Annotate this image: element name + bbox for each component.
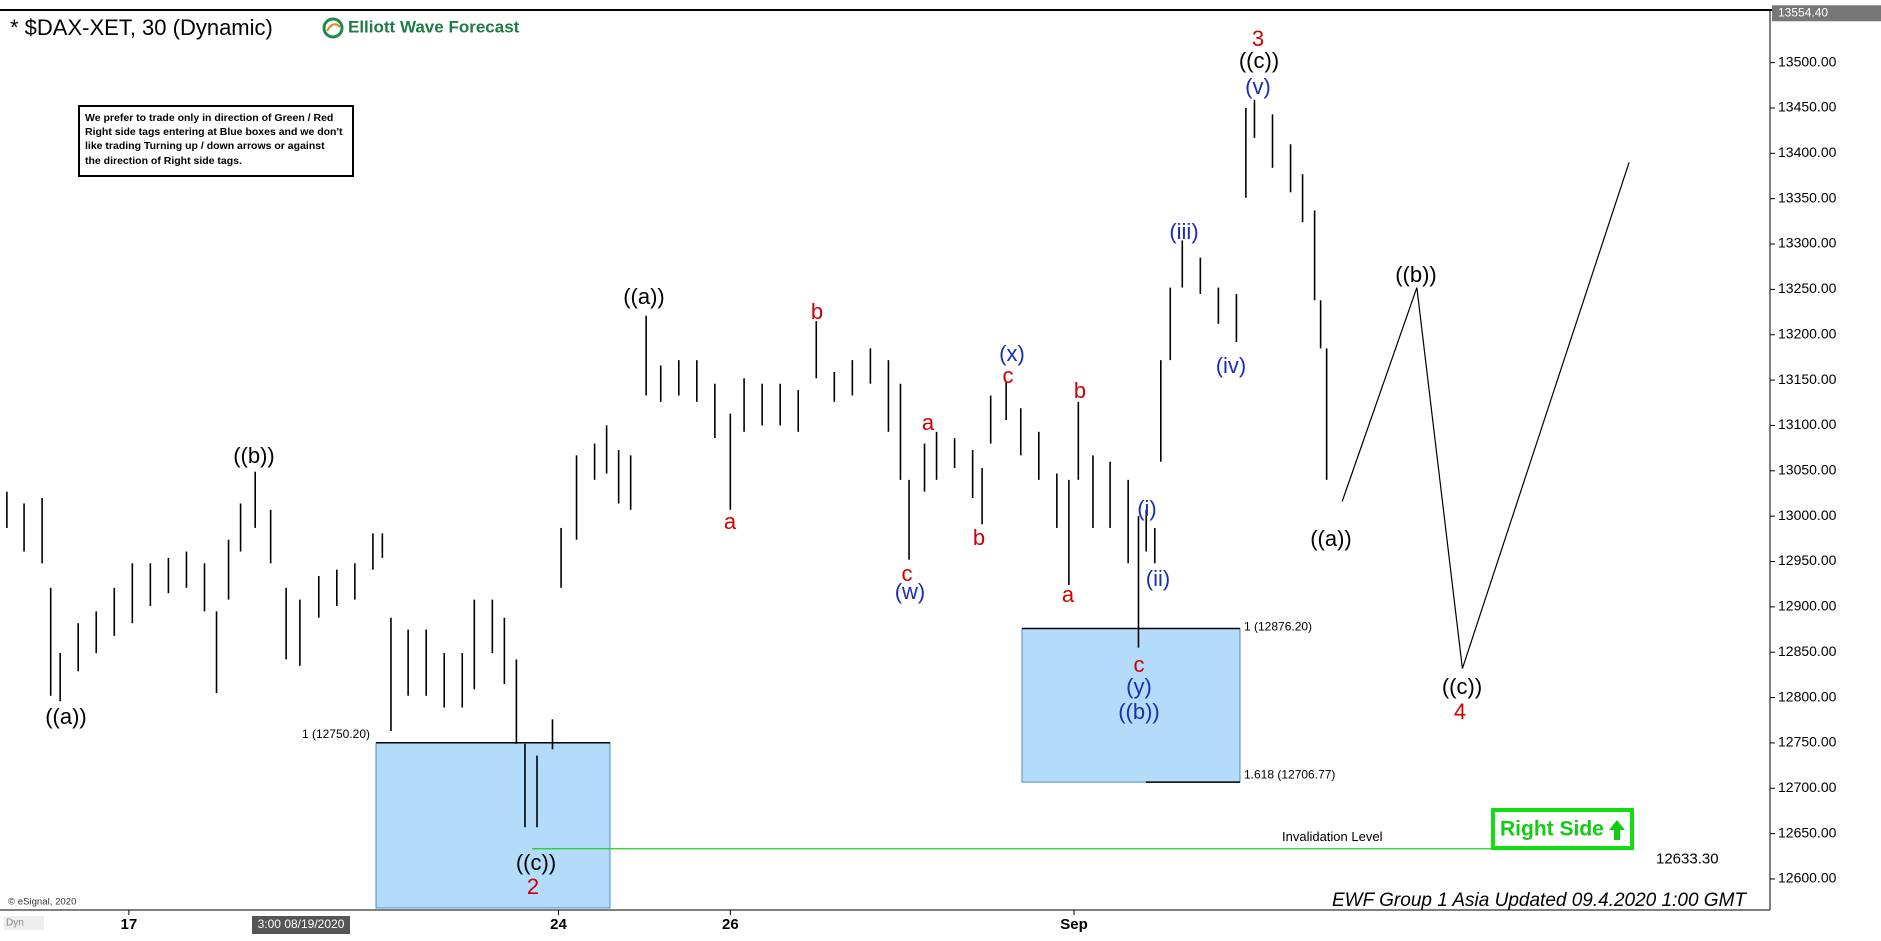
blue-box — [375, 742, 611, 909]
plot-area: 1 (12750.20) 1 (12876.20) 1.618 (12706.77)… — [6, 26, 1719, 909]
last-price-box — [1772, 5, 1881, 22]
y-tick-label: 13000.00 — [1778, 507, 1837, 523]
note-line: We prefer to trade only in direction of … — [85, 112, 333, 124]
y-tick-label: 13450.00 — [1778, 99, 1837, 115]
y-tick-label: 12950.00 — [1778, 552, 1837, 568]
y-tick-label: 13050.00 — [1778, 461, 1837, 477]
y-tick-label: 12750.00 — [1778, 734, 1837, 750]
wave-label: ((a)) — [1310, 526, 1352, 551]
y-tick-label: 12800.00 — [1778, 688, 1837, 704]
wave-label: 4 — [1454, 699, 1466, 724]
wave-label: (ii) — [1146, 566, 1170, 591]
x-tick-label: 17 — [121, 916, 138, 933]
wave-label: ((b)) — [1118, 699, 1160, 724]
update-text: EWF Group 1 Asia Updated 09.4.2020 1:00 … — [1332, 890, 1747, 911]
y-tick-label: 12850.00 — [1778, 643, 1837, 659]
last-price-label: 13554.40 — [1778, 5, 1828, 19]
wave-label: 3 — [1252, 26, 1264, 51]
x-tick-label: Sep — [1060, 916, 1088, 933]
wave-label: ((a)) — [45, 704, 87, 729]
dyn-label: Dyn — [6, 918, 24, 929]
box-level-label: 1.618 (12706.77) — [1244, 767, 1335, 781]
y-tick-label: 13100.00 — [1778, 416, 1837, 432]
wave-label: a — [724, 509, 737, 534]
y-tick-label: 12700.00 — [1778, 779, 1837, 795]
projection-path — [1341, 162, 1630, 669]
note-frame — [78, 105, 354, 177]
y-tick-label: 13500.00 — [1778, 53, 1837, 69]
wave-label: ((b)) — [1395, 262, 1437, 287]
note-line: the direction of Right side tags. — [85, 155, 242, 167]
y-tick-label: 13400.00 — [1778, 144, 1837, 160]
crosshair-label: 3:00 08/19/2020 — [258, 917, 345, 931]
wave-label: ((b)) — [233, 443, 275, 468]
box-level-label: 1 (12876.20) — [1244, 620, 1312, 634]
wave-label: ((c)) — [1442, 674, 1482, 699]
logo: Elliott Wave Forecast — [322, 17, 520, 39]
wave-label: (y) — [1126, 674, 1152, 699]
note-line: like trading Turning up / down arrows or… — [85, 140, 325, 152]
y-tick-label: 13350.00 — [1778, 189, 1837, 205]
wave-label: ((c)) — [1239, 48, 1279, 73]
y-tick-label: 12900.00 — [1778, 598, 1837, 614]
crosshair-box — [252, 916, 350, 934]
wave-label: c — [1003, 363, 1014, 388]
note-line: Right side tags entering at Blue boxes a… — [85, 126, 343, 138]
wave-label: (iii) — [1169, 219, 1198, 244]
wave-label: (i) — [1137, 496, 1157, 521]
wave-label: b — [973, 525, 985, 550]
wave-label: a — [1062, 582, 1075, 607]
y-tick-label: 13300.00 — [1778, 235, 1837, 251]
y-tick-label: 12600.00 — [1778, 870, 1837, 886]
logo-icon — [322, 17, 344, 39]
wave-label: b — [811, 299, 823, 324]
wave-label: (x) — [999, 341, 1025, 366]
x-tick-label: 24 — [550, 916, 567, 933]
right-side-frame — [1491, 808, 1634, 850]
invalidation-name: Invalidation Level — [1282, 829, 1383, 844]
x-tick-label: 26 — [722, 916, 739, 933]
note-box: We prefer to trade only in direction of … — [78, 105, 354, 177]
y-tick-label: 13150.00 — [1778, 371, 1837, 387]
up-arrow — [1609, 820, 1625, 840]
dyn-box — [4, 916, 44, 930]
y-tick-label: 13200.00 — [1778, 325, 1837, 341]
wave-label: a — [922, 410, 935, 435]
invalidation-label: 12633.30 — [1656, 851, 1719, 868]
wave-label: 2 — [527, 874, 539, 899]
wave-label: ((c)) — [516, 850, 556, 875]
y-tick-label: 13250.00 — [1778, 280, 1837, 296]
logo-text: Elliott Wave Forecast — [348, 17, 520, 36]
copyright: © eSignal, 2020 — [8, 897, 76, 908]
blue-box — [1021, 627, 1241, 783]
wave-label: (iv) — [1216, 353, 1247, 378]
logo-swoosh — [326, 23, 341, 32]
wave-label: (v) — [1245, 74, 1271, 99]
box-level-label: 1 (12750.20) — [302, 727, 370, 741]
chart-title: * $DAX-XET, 30 (Dynamic) — [10, 15, 273, 40]
right-side-tag: Right Side — [1491, 808, 1634, 850]
y-tick-label: 12650.00 — [1778, 824, 1837, 840]
wave-label: b — [1074, 378, 1086, 403]
wave-label: c — [1134, 652, 1145, 677]
right-side-label: Right Side — [1500, 818, 1604, 841]
wave-label: ((a)) — [623, 284, 665, 309]
wave-label: c — [902, 561, 913, 586]
wave-label: (w) — [895, 579, 926, 604]
